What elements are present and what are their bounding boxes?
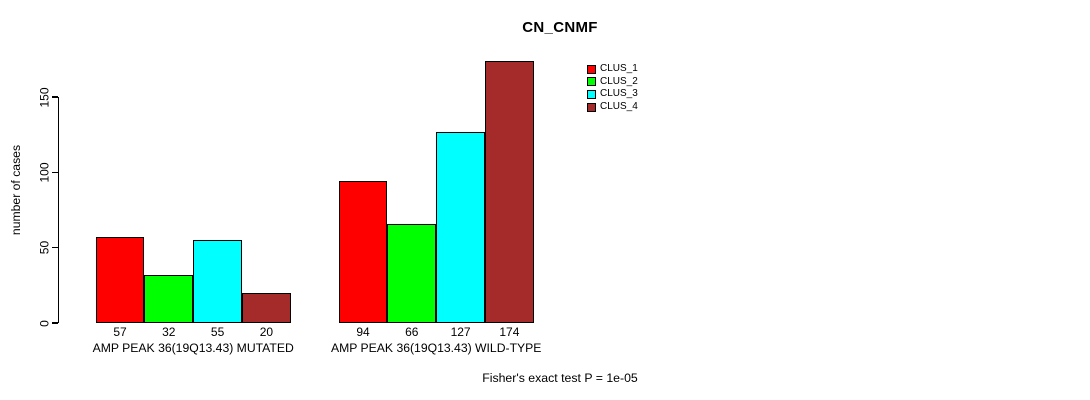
legend-item: CLUS_1 (587, 63, 638, 76)
bar-value-label: 55 (210, 324, 225, 339)
bar-value-label: 127 (450, 324, 471, 339)
chart-title: CN_CNMF (522, 19, 598, 36)
bar-value-label: 32 (162, 324, 176, 339)
legend-swatch (587, 102, 596, 112)
legend-label: CLUS_1 (600, 63, 638, 75)
bar-clus_4-group2 (485, 60, 534, 323)
bar-clus_2-group1 (144, 274, 194, 323)
bar-clus_1-group1 (95, 237, 145, 323)
annotation-text: Fisher's exact test P = 1e-05 (482, 371, 638, 385)
bar-clus_4-group1 (242, 292, 291, 323)
legend-swatch (587, 77, 596, 87)
bar-clus_1-group2 (338, 181, 388, 323)
bar-clus_2-group2 (387, 223, 437, 323)
bar-value-label: 94 (356, 324, 370, 339)
legend-label: CLUS_3 (600, 88, 638, 100)
y-tick-mark (52, 171, 58, 173)
group-label: AMP PEAK 36(19Q13.43) MUTATED (92, 341, 294, 355)
y-tick-mark (52, 322, 58, 324)
legend-swatch (587, 89, 596, 99)
bar-clus_3-group1 (193, 240, 242, 323)
legend: CLUS_1 CLUS_2 CLUS_3 CLUS_4 (587, 63, 638, 113)
y-tick-mark (52, 96, 58, 98)
bar-value-label: 20 (259, 324, 274, 339)
legend-item: CLUS_4 (587, 101, 638, 114)
legend-item: CLUS_3 (587, 88, 638, 101)
group-label: AMP PEAK 36(19Q13.43) WILD-TYPE (330, 341, 542, 355)
bar-value-label: 57 (113, 324, 127, 339)
bar-clus_3-group2 (436, 131, 485, 323)
bar-value-label: 174 (499, 324, 520, 339)
legend-label: CLUS_4 (600, 101, 638, 113)
bar-value-label: 66 (405, 324, 419, 339)
y-axis-line (58, 96, 60, 323)
legend-swatch (587, 64, 596, 74)
legend-item: CLUS_2 (587, 76, 638, 89)
y-tick-mark (52, 247, 58, 249)
legend-label: CLUS_2 (600, 75, 638, 87)
